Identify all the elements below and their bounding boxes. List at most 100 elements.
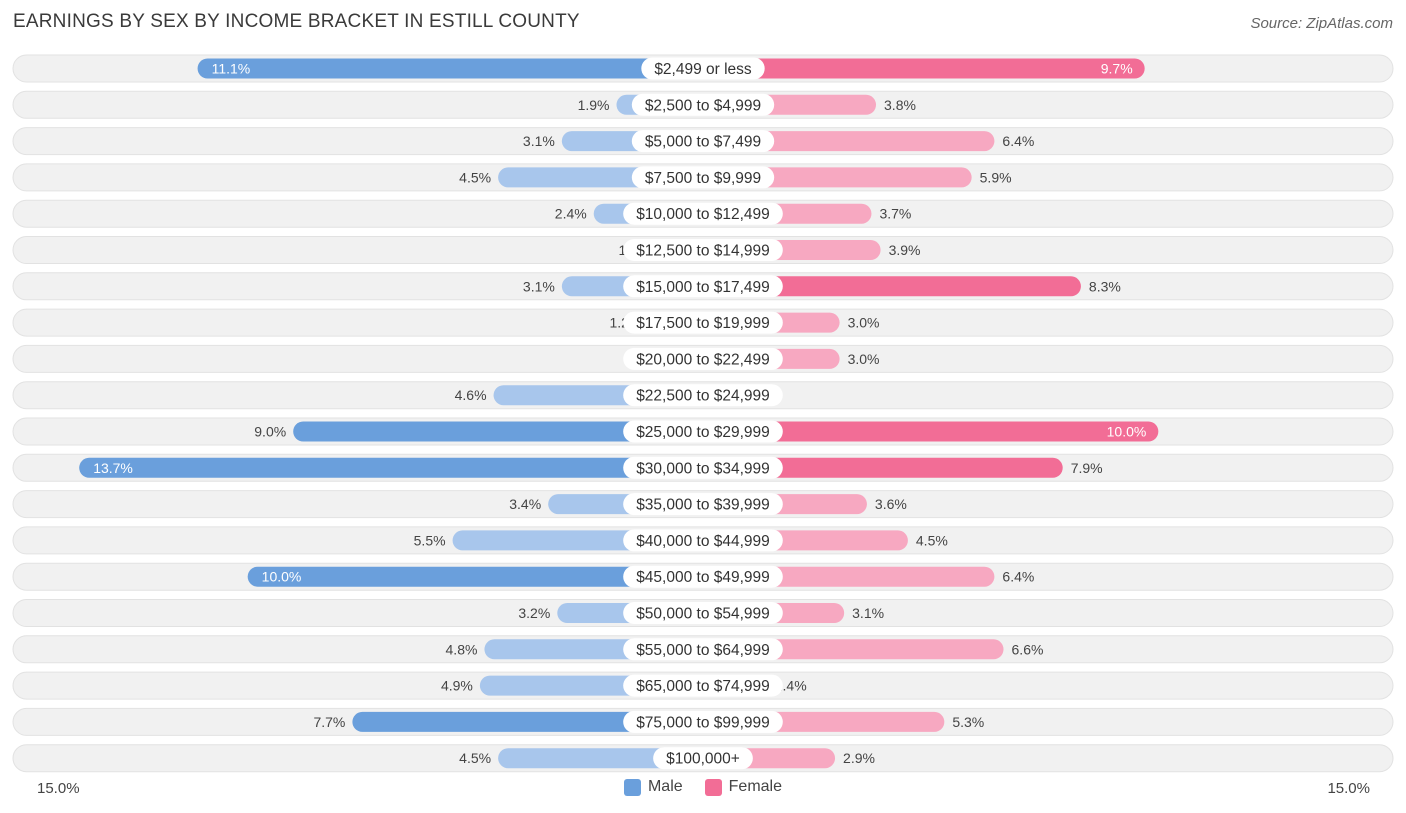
- category-label: $45,000 to $49,999: [636, 569, 770, 586]
- category-pill: [623, 384, 783, 407]
- category-label: $65,000 to $74,999: [636, 678, 770, 695]
- bar-row: 1.2%3.0%$17,500 to $19,999: [12, 308, 1394, 337]
- category-pill: [623, 529, 783, 552]
- category-label: $12,500 to $14,999: [636, 243, 770, 260]
- category-pill: [653, 747, 753, 770]
- bar-female[interactable]: [703, 276, 1081, 297]
- category-pill: [623, 239, 783, 261]
- value-label-female: 10.0%: [1107, 424, 1147, 440]
- bar-male[interactable]: [79, 457, 703, 478]
- value-label-male: 5.5%: [414, 532, 446, 548]
- value-label-female: 7.9%: [1071, 460, 1103, 476]
- value-label-male: 4.6%: [455, 387, 487, 403]
- category-label: $40,000 to $44,999: [636, 533, 770, 550]
- category-label: $25,000 to $29,999: [636, 424, 770, 441]
- category-pill: [623, 420, 783, 443]
- category-label: $50,000 to $54,999: [636, 606, 770, 623]
- category-pill: [623, 674, 783, 697]
- bar-male[interactable]: [498, 748, 703, 769]
- category-label: $5,000 to $7,499: [645, 134, 761, 151]
- bar-row: 3.1% 6.4% $5,000 to $7,499: [12, 127, 1394, 156]
- bar-male[interactable]: [247, 566, 703, 587]
- category-label: $22,500 to $24,999: [636, 388, 770, 405]
- value-label-male: 9.0%: [254, 424, 286, 440]
- category-pill: [623, 602, 783, 624]
- legend-swatch-female: [704, 778, 722, 796]
- category-label: $10,000 to $12,499: [636, 206, 770, 223]
- category-pill: [631, 130, 775, 153]
- value-label-female: 9.7%: [1101, 61, 1133, 77]
- bar-male[interactable]: [293, 421, 703, 442]
- bar-row: 2.4% 3.7% $10,000 to $12,499: [12, 199, 1394, 228]
- category-pill: [623, 311, 783, 334]
- value-label-male: 3.2%: [518, 605, 550, 621]
- bar-row: 3.1% 8.3% $15,000 to $17,499: [12, 272, 1394, 301]
- bar-female[interactable]: [703, 58, 1145, 79]
- bar-row: 9.0% 10.0% $25,000 to $29,999: [12, 417, 1394, 446]
- legend-item-female[interactable]: Female: [704, 778, 782, 796]
- bar-row: 5.5% 4.5% $40,000 to $44,999: [12, 526, 1394, 555]
- value-label-male: 4.8%: [446, 641, 478, 657]
- category-pill: [631, 93, 775, 116]
- legend-swatch-male: [623, 778, 641, 796]
- bar-row: 1.9% 3.8% $2,500 to $4,999: [12, 90, 1394, 119]
- value-label-female: 3.0%: [848, 351, 880, 367]
- bar-row: 4.8% 6.6% $55,000 to $64,999: [12, 635, 1394, 664]
- source-credit: Source: ZipAtlas.com: [1250, 15, 1393, 32]
- category-label: $55,000 to $64,999: [636, 642, 770, 659]
- bar-female[interactable]: [703, 457, 1063, 478]
- bar-male[interactable]: [197, 58, 703, 79]
- chart-title: EARNINGS BY SEX BY INCOME BRACKET IN EST…: [13, 11, 580, 32]
- bar-row: 7.7% 5.3% $75,000 to $99,999: [12, 707, 1394, 736]
- legend: Male Female: [0, 778, 1406, 796]
- category-label: $15,000 to $17,499: [636, 279, 770, 296]
- category-pill: [623, 347, 783, 370]
- bar-row: 11.1% 9.7% $2,499 or less: [12, 54, 1394, 83]
- value-label-male: 4.5%: [459, 750, 491, 766]
- value-label-male: 3.1%: [523, 278, 555, 294]
- value-label-female: 1.4%: [775, 678, 807, 694]
- value-label-female: 4.5%: [916, 532, 948, 548]
- bar-male[interactable]: [352, 711, 703, 732]
- value-label-female: 3.6%: [875, 496, 907, 512]
- value-label-female: 6.4%: [1002, 133, 1034, 149]
- category-label: $17,500 to $19,999: [636, 315, 770, 332]
- value-label-female: 3.1%: [852, 605, 884, 621]
- category-pill: [623, 710, 783, 733]
- bar-row: 4.6%0.62%$22,500 to $24,999: [12, 381, 1394, 410]
- category-pill: [623, 275, 783, 298]
- value-label-male: 4.5%: [459, 169, 491, 185]
- value-label-male: 7.7%: [313, 714, 345, 730]
- bar-row: 10.0% 6.4% $45,000 to $49,999: [12, 562, 1394, 591]
- category-pill: [623, 456, 783, 479]
- bar-female[interactable]: [703, 131, 995, 152]
- value-label-female: 6.6%: [1012, 641, 1044, 657]
- category-label: $2,500 to $4,999: [645, 97, 761, 114]
- value-label-female: 5.3%: [952, 714, 984, 730]
- value-label-male: 13.7%: [93, 460, 133, 476]
- bar-row: 4.5% 2.9% $100,000+: [12, 744, 1394, 773]
- category-label: $30,000 to $34,999: [636, 460, 770, 477]
- value-label-female: 3.9%: [889, 242, 921, 258]
- category-label: $100,000+: [666, 751, 740, 768]
- axis-left-label: 15.0%: [37, 780, 80, 797]
- bar-row: 3.2% 3.1% $50,000 to $54,999: [12, 599, 1394, 627]
- value-label-female: 3.8%: [884, 97, 916, 113]
- legend-item-male[interactable]: Male: [623, 778, 683, 796]
- value-label-male: 4.9%: [441, 678, 473, 694]
- bar-row: 0.67%3.0%$20,000 to $22,499: [12, 344, 1394, 373]
- category-label: $75,000 to $99,999: [636, 714, 770, 731]
- category-label: $20,000 to $22,499: [636, 351, 770, 368]
- value-label-female: 8.3%: [1089, 278, 1121, 294]
- bar-row: 4.9% 1.4% $65,000 to $74,999: [12, 671, 1394, 700]
- value-label-female: 2.9%: [843, 750, 875, 766]
- category-pill: [623, 202, 783, 225]
- value-label-male: 11.1%: [212, 61, 251, 77]
- value-label-female: 6.4%: [1002, 569, 1034, 585]
- bar-female[interactable]: [703, 421, 1159, 442]
- value-label-male: 3.1%: [523, 133, 555, 149]
- category-label: $35,000 to $39,999: [636, 497, 770, 514]
- value-label-male: 3.4%: [509, 496, 541, 512]
- category-label: $7,500 to $9,999: [645, 170, 761, 187]
